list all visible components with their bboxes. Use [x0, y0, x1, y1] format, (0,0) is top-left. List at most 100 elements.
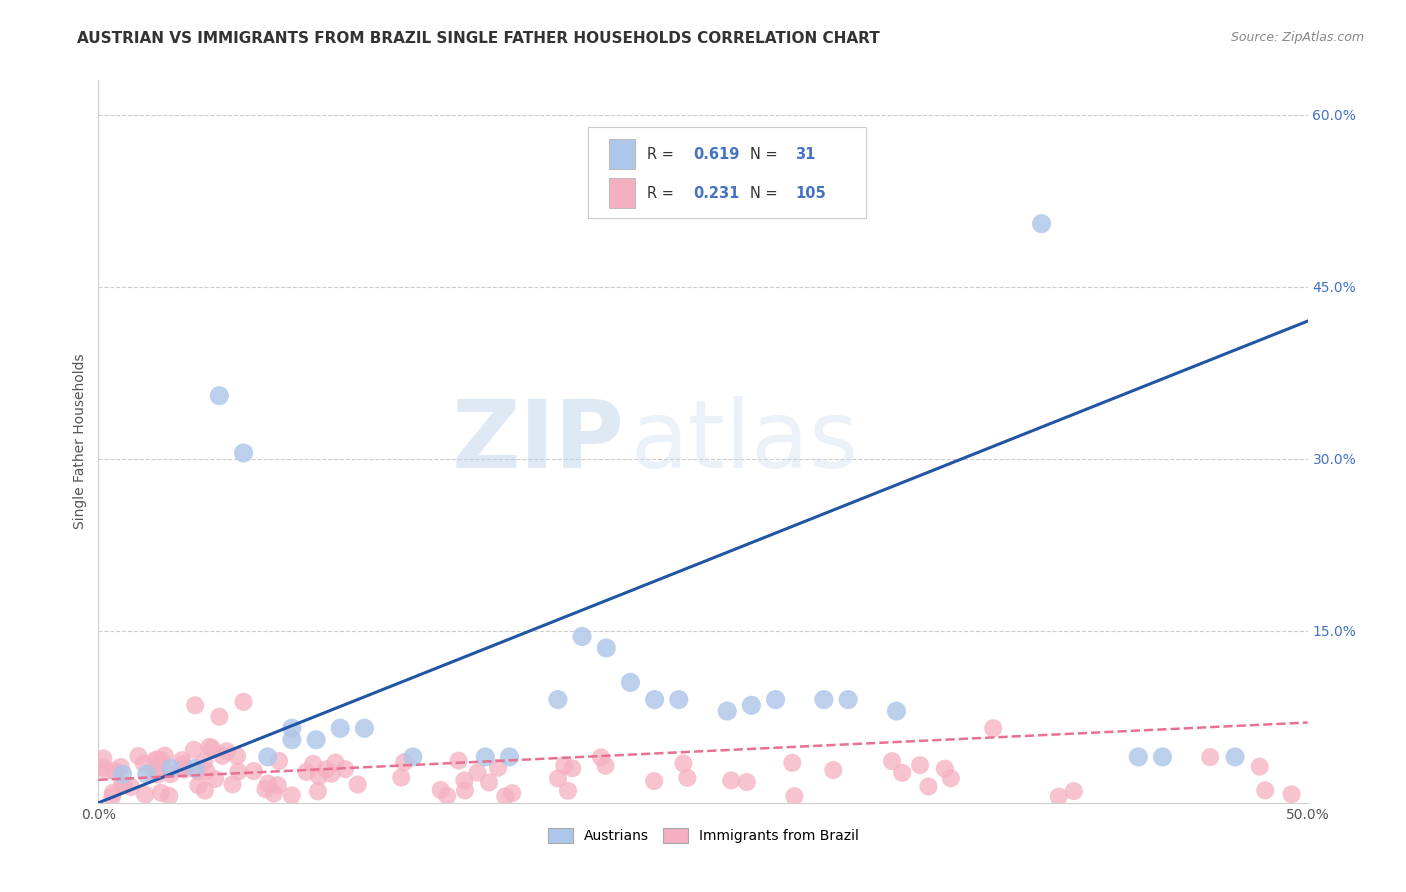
Point [226, 764, 249, 779]
Point [823, 763, 845, 777]
Point [172, 757, 194, 772]
Point [120, 780, 142, 794]
Point [676, 771, 699, 785]
Point [571, 630, 593, 644]
Point [981, 721, 1004, 735]
Point [447, 754, 470, 768]
Point [939, 771, 962, 785]
Point [127, 749, 149, 764]
Point [402, 750, 425, 764]
Text: R =: R = [647, 146, 679, 161]
Text: N =: N = [751, 186, 782, 201]
Point [146, 763, 169, 777]
Point [281, 721, 304, 735]
Point [643, 774, 665, 789]
Point [91, 760, 114, 774]
Text: Source: ZipAtlas.com: Source: ZipAtlas.com [1230, 31, 1364, 45]
Point [173, 760, 195, 774]
Point [305, 732, 328, 747]
Point [478, 775, 501, 789]
Text: 31: 31 [794, 146, 815, 161]
Point [454, 783, 477, 797]
Point [170, 753, 193, 767]
FancyBboxPatch shape [609, 139, 636, 169]
Point [325, 756, 347, 770]
Point [891, 765, 914, 780]
Point [201, 741, 224, 756]
Point [184, 761, 207, 775]
Point [103, 764, 125, 778]
Point [886, 704, 908, 718]
Point [1128, 750, 1150, 764]
Point [215, 744, 238, 758]
Point [329, 721, 352, 735]
Point [765, 692, 787, 706]
Point [101, 786, 124, 800]
Point [111, 767, 134, 781]
Point [132, 756, 155, 771]
Point [159, 767, 181, 781]
Point [389, 771, 412, 785]
Point [257, 776, 280, 790]
Text: N =: N = [751, 146, 782, 161]
Point [194, 783, 217, 797]
Point [208, 389, 231, 403]
Point [183, 743, 205, 757]
Point [589, 750, 612, 764]
Point [157, 789, 180, 803]
Point [281, 732, 304, 747]
Point [467, 765, 489, 780]
Point [1281, 787, 1303, 801]
Text: AUSTRIAN VS IMMIGRANTS FROM BRAZIL SINGLE FATHER HOUSEHOLDS CORRELATION CHART: AUSTRIAN VS IMMIGRANTS FROM BRAZIL SINGL… [77, 31, 880, 46]
Point [187, 764, 209, 779]
Point [429, 783, 451, 797]
Point [740, 698, 762, 713]
Point [267, 754, 290, 768]
Point [256, 750, 278, 764]
Legend: Austrians, Immigrants from Brazil: Austrians, Immigrants from Brazil [540, 822, 866, 850]
Text: R =: R = [647, 186, 679, 201]
Point [267, 778, 290, 792]
Point [150, 753, 173, 767]
Point [263, 787, 285, 801]
Point [553, 758, 575, 772]
Point [453, 773, 475, 788]
Point [1199, 750, 1222, 764]
Point [486, 761, 509, 775]
Point [782, 756, 804, 770]
Point [146, 767, 169, 781]
Point [1063, 784, 1085, 798]
Point [173, 763, 195, 777]
Point [934, 762, 956, 776]
Point [1047, 789, 1070, 804]
Point [837, 692, 859, 706]
Point [243, 764, 266, 778]
Point [619, 675, 641, 690]
Point [716, 704, 738, 718]
Point [1254, 783, 1277, 797]
Point [321, 766, 343, 780]
Point [1031, 217, 1053, 231]
Point [1152, 750, 1174, 764]
Point [547, 692, 569, 706]
Point [917, 780, 939, 794]
Point [501, 786, 523, 800]
Point [880, 754, 903, 768]
Text: ZIP: ZIP [451, 395, 624, 488]
Point [474, 750, 496, 764]
FancyBboxPatch shape [609, 178, 636, 209]
Point [735, 775, 758, 789]
Point [295, 764, 318, 779]
Point [195, 764, 218, 778]
Point [93, 751, 115, 765]
Point [315, 763, 337, 777]
FancyBboxPatch shape [588, 128, 866, 218]
Point [146, 752, 169, 766]
Point [307, 784, 329, 798]
Point [557, 784, 579, 798]
Point [193, 755, 215, 769]
Point [187, 779, 209, 793]
Point [198, 739, 221, 754]
Text: 105: 105 [794, 186, 825, 201]
Point [547, 772, 569, 786]
